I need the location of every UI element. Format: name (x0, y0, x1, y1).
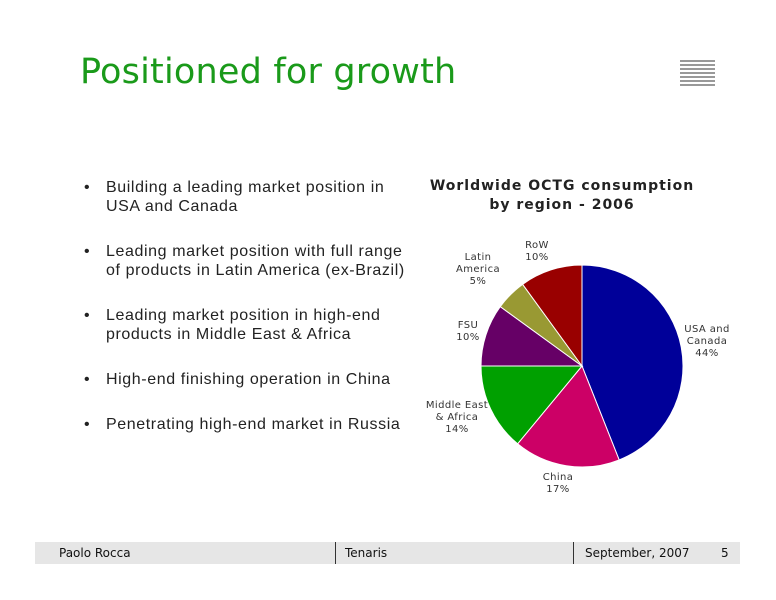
pie-slice (581, 264, 684, 461)
slice-label: Latin America 5% (456, 252, 500, 287)
bullet-item: High-end finishing operation in China (80, 370, 410, 389)
bullet-item: Penetrating high-end market in Russia (80, 415, 410, 434)
pie-slice (516, 365, 620, 468)
bullet-item: Leading market position in high-end prod… (80, 306, 410, 344)
bullet-item: Leading market position with full range … (80, 242, 410, 280)
slice-label: USA and Canada 44% (684, 324, 730, 359)
slice-label: FSU 10% (456, 320, 479, 343)
footer-divider (573, 542, 574, 564)
pie-slice (480, 365, 584, 445)
footer-presenter: Paolo Rocca (59, 546, 131, 560)
footer-divider (335, 542, 336, 564)
bullet-list: Building a leading market position in US… (80, 178, 410, 460)
slice-label: China 17% (543, 472, 574, 495)
footer-date: September, 2007 (585, 546, 690, 560)
slice-label: Middle East & Africa 14% (426, 400, 488, 435)
footer-company: Tenaris (345, 546, 388, 560)
slice-label: RoW 10% (525, 240, 549, 263)
bullet-item: Building a leading market position in US… (80, 178, 410, 216)
footer-bar: Paolo Rocca Tenaris September, 2007 5 (35, 542, 740, 564)
page-number: 5 (721, 546, 729, 560)
slide-title: Positioned for growth (80, 52, 457, 92)
tenaris-logo-icon (680, 60, 715, 86)
chart-title: Worldwide OCTG consumption by region - 20… (430, 178, 694, 213)
pie-chart: Worldwide OCTG consumption by region - 20… (426, 178, 730, 495)
pie-slice (521, 264, 583, 368)
